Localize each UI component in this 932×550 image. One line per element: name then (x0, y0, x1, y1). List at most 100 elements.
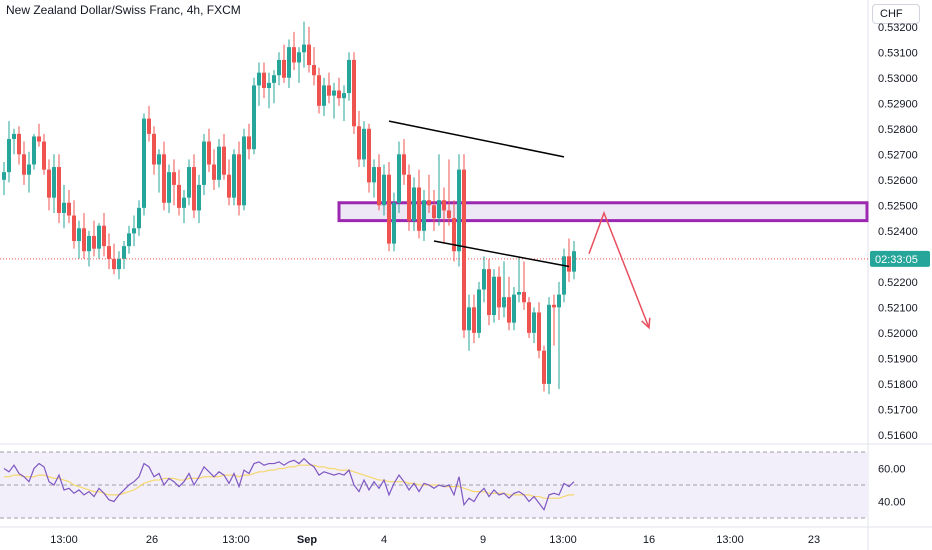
candle (467, 294, 471, 351)
candle-body (72, 215, 76, 242)
price-axis-label: 0.52600 (878, 175, 918, 187)
candle-body (102, 225, 106, 247)
candle-body (402, 154, 406, 175)
time-axis-label: 13:00 (549, 534, 577, 546)
candle-body (57, 167, 61, 213)
candle (247, 123, 251, 160)
candle-body (22, 154, 26, 175)
candle (407, 164, 411, 231)
candle-body (62, 202, 66, 213)
candle (447, 159, 451, 226)
candle-body (567, 256, 571, 272)
candle (207, 128, 211, 173)
candle-body (182, 197, 186, 208)
candle-body (447, 210, 451, 219)
price-axis-label: 0.52200 (878, 277, 918, 289)
candle (202, 133, 206, 196)
candle (542, 345, 546, 392)
candle-body (542, 350, 546, 384)
candle (97, 223, 101, 259)
candle (27, 151, 31, 193)
symbol-title[interactable]: New Zealand Dollar/Swiss Franc, 4h, FXCM (6, 3, 241, 17)
candle (487, 258, 491, 326)
candle-body (467, 307, 471, 331)
drawings[interactable] (0, 120, 868, 330)
candle (572, 241, 576, 280)
supply-zone-rect[interactable] (337, 201, 869, 223)
candle-body (382, 174, 386, 206)
candle (442, 187, 446, 244)
candle (452, 200, 456, 262)
candle-body (487, 269, 491, 316)
candle (567, 238, 571, 282)
candle-body (247, 136, 251, 150)
candle (312, 47, 316, 86)
candle (492, 269, 496, 323)
candle (372, 159, 376, 198)
candle (167, 164, 171, 213)
candle (217, 138, 221, 188)
flag-upper-trendline[interactable] (388, 120, 565, 158)
candle-body (52, 167, 56, 198)
candle (327, 72, 331, 104)
candle (57, 154, 61, 224)
price-axis-label: 0.52700 (878, 149, 918, 161)
candle (37, 123, 41, 147)
candle (367, 123, 371, 193)
candle-body (392, 202, 396, 244)
countdown-badge-bg (870, 250, 930, 267)
candle-body (332, 90, 336, 96)
candle-body (572, 251, 576, 272)
candle-body (322, 85, 326, 106)
candle-body (232, 154, 236, 198)
candle (17, 126, 21, 165)
flag-lower-trendline[interactable] (433, 240, 570, 268)
candle-body (197, 184, 201, 211)
candle (47, 159, 51, 211)
time-axis-label: 16 (643, 534, 655, 546)
candle (142, 113, 146, 216)
rsi-pane (0, 451, 868, 519)
candle (457, 154, 461, 267)
supply-zone[interactable] (337, 201, 869, 223)
candle-body (137, 207, 141, 229)
candle-body (422, 200, 426, 231)
projection-arrowhead (641, 317, 651, 330)
candle-body (147, 118, 151, 134)
countdown-label: 02:33:05 (875, 254, 918, 266)
candle-body (97, 225, 101, 249)
candle (172, 159, 176, 206)
time-axis-label: 13:00 (50, 534, 78, 546)
candle-body (212, 164, 216, 180)
candle-body (442, 200, 446, 211)
candle-body (12, 133, 16, 139)
candle-body (502, 297, 506, 308)
candle-body (327, 85, 331, 96)
candle-body (152, 133, 156, 165)
candle-body (267, 82, 271, 88)
projection-arrow[interactable] (588, 210, 650, 329)
candle-body (412, 187, 416, 221)
candle (7, 121, 11, 183)
candle-body (527, 302, 531, 333)
candle (222, 133, 226, 180)
candle-body (362, 128, 366, 160)
candle (187, 159, 191, 206)
time-axis-label: 9 (480, 534, 486, 546)
currency-button[interactable]: CHF (872, 4, 920, 24)
candle (292, 31, 296, 71)
candle (532, 307, 536, 344)
candle-body (242, 136, 246, 206)
candle-body (157, 154, 161, 165)
candle (387, 161, 391, 252)
candle-body (287, 47, 291, 78)
candle-body (507, 297, 511, 323)
candle (287, 39, 291, 88)
candle (102, 212, 106, 257)
candle (157, 149, 161, 193)
candle-body (482, 269, 486, 290)
candle (362, 121, 366, 168)
candle-body (562, 256, 566, 295)
candle-body (417, 187, 421, 231)
